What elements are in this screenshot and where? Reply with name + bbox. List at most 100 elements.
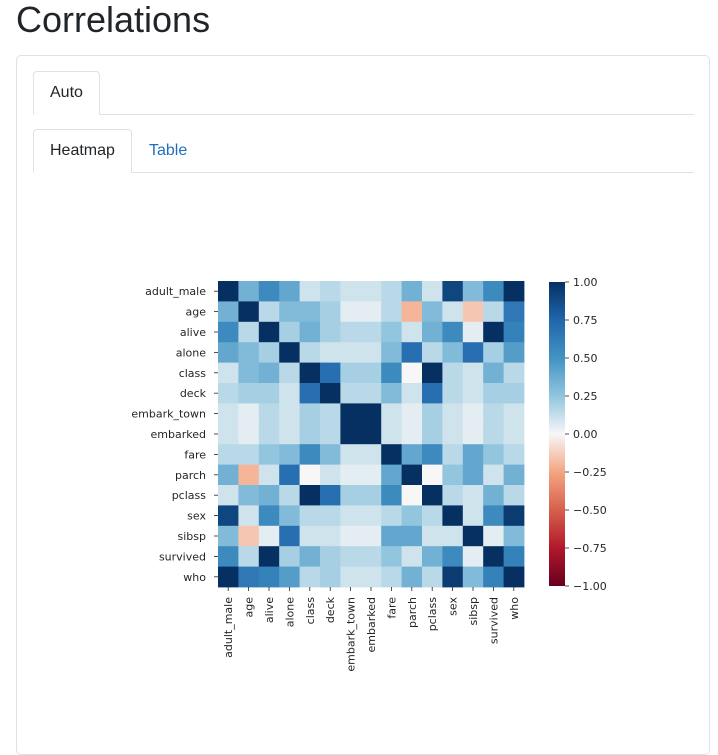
heatmap-cell-parch-fare xyxy=(381,464,402,486)
tab-heatmap[interactable]: Heatmap xyxy=(33,129,132,173)
outer-tab-bar: Auto xyxy=(33,71,694,115)
page-title: Correlations xyxy=(16,0,211,40)
heatmap-cell-class-adult_male xyxy=(218,362,239,384)
heatmap-cell-class-alone xyxy=(279,362,300,384)
heatmap-cell-alive-sibsp xyxy=(462,321,484,343)
heatmap-cell-embarked-deck xyxy=(320,423,341,445)
heatmap-cell-age-sibsp xyxy=(462,301,484,323)
heatmap-cell-adult_male-age xyxy=(238,281,260,302)
heatmap-cell-embark_town-adult_male xyxy=(218,403,239,425)
heatmap-cell-who-sibsp xyxy=(462,566,484,588)
heatmap-cell-who-pclass xyxy=(422,566,443,588)
heatmap-cell-embarked-fare xyxy=(381,423,402,445)
heatmap-cell-sex-adult_male xyxy=(218,505,239,527)
heatmap-cell-class-survived xyxy=(483,362,504,384)
row-label-pclass: pclass xyxy=(172,489,207,502)
heatmap-cell-alive-adult_male xyxy=(218,321,239,343)
heatmap-cell-alive-fare xyxy=(381,321,402,343)
heatmap-cell-age-fare xyxy=(381,301,402,323)
tab-auto[interactable]: Auto xyxy=(33,71,100,115)
heatmap-cell-pclass-age xyxy=(238,485,260,506)
heatmap-cell-adult_male-alive xyxy=(258,281,280,302)
heatmap-cell-fare-who xyxy=(503,444,525,465)
column-label-class: class xyxy=(304,597,317,625)
column-label-who: who xyxy=(508,597,521,620)
heatmap-cell-survived-class xyxy=(299,546,321,567)
heatmap-cell-survived-parch xyxy=(401,546,423,567)
heatmap-cell-who-embarked xyxy=(360,566,382,588)
tab-table[interactable]: Table xyxy=(149,142,188,159)
heatmap-cell-parch-survived xyxy=(483,464,504,486)
heatmap-cell-embark_town-embark_town xyxy=(340,403,362,425)
heatmap-cell-survived-alone xyxy=(279,546,300,567)
heatmap-cell-sibsp-alive xyxy=(258,525,280,547)
heatmap-cell-sibsp-sibsp xyxy=(462,525,484,547)
heatmap-cell-alive-class xyxy=(299,321,321,343)
heatmap-cell-parch-age xyxy=(238,464,260,486)
column-label-adult_male: adult_male xyxy=(222,597,235,658)
heatmap-cell-parch-alone xyxy=(279,464,300,486)
heatmap-cell-parch-embark_town xyxy=(340,464,362,486)
colorbar-tick-label: 0.25 xyxy=(573,390,598,403)
heatmap-cell-who-age xyxy=(238,566,260,588)
heatmap-cell-class-embarked xyxy=(360,362,382,384)
heatmap-cell-class-parch xyxy=(401,362,423,384)
heatmap-cell-deck-alone xyxy=(279,383,300,404)
heatmap-cell-embarked-pclass xyxy=(422,423,443,445)
heatmap-cell-embark_town-pclass xyxy=(422,403,443,425)
heatmap-cell-class-who xyxy=(503,362,525,384)
colorbar-tick-label: −0.75 xyxy=(573,542,607,555)
heatmap-cell-alone-survived xyxy=(483,342,504,363)
heatmap-cell-who-parch xyxy=(401,566,423,588)
heatmap-cell-embark_town-parch xyxy=(401,403,423,425)
heatmap-cell-age-sex xyxy=(442,301,464,323)
heatmap-cell-fare-embarked xyxy=(360,444,382,465)
heatmap-cell-embarked-age xyxy=(238,423,260,445)
heatmap-cell-embarked-class xyxy=(299,423,321,445)
heatmap-cell-alive-deck xyxy=(320,321,341,343)
heatmap-cell-age-survived xyxy=(483,301,504,323)
heatmap-cell-fare-sibsp xyxy=(462,444,484,465)
heatmap-cell-survived-adult_male xyxy=(218,546,239,567)
column-label-parch: parch xyxy=(406,597,419,628)
heatmap-cell-pclass-alive xyxy=(258,485,280,506)
heatmap-cell-embarked-adult_male xyxy=(218,423,239,445)
heatmap-cell-embarked-sibsp xyxy=(462,423,484,445)
heatmap-cell-adult_male-embarked xyxy=(360,281,382,302)
heatmap-cell-survived-deck xyxy=(320,546,341,567)
heatmap-cell-fare-deck xyxy=(320,444,341,465)
heatmap-cell-deck-alive xyxy=(258,383,280,404)
heatmap-cell-survived-sex xyxy=(442,546,464,567)
heatmap-cell-survived-sibsp xyxy=(462,546,484,567)
heatmap-cell-deck-parch xyxy=(401,383,423,404)
heatmap-cell-sibsp-survived xyxy=(483,525,504,547)
heatmap-cell-embark_town-survived xyxy=(483,403,504,425)
row-label-embark_town: embark_town xyxy=(131,408,206,421)
row-label-age: age xyxy=(186,306,207,319)
heatmap-cell-alone-age xyxy=(238,342,260,363)
heatmap-cell-parch-pclass xyxy=(422,464,443,486)
column-label-sibsp: sibsp xyxy=(467,597,480,626)
heatmap-cell-parch-parch xyxy=(401,464,423,486)
heatmap-cell-fare-embark_town xyxy=(340,444,362,465)
heatmap-cell-deck-embarked xyxy=(360,383,382,404)
heatmap-cell-embark_town-alive xyxy=(258,403,280,425)
heatmap-cell-deck-pclass xyxy=(422,383,443,404)
row-label-embarked: embarked xyxy=(151,428,206,441)
heatmap-cell-sibsp-parch xyxy=(401,525,423,547)
column-label-embarked: embarked xyxy=(365,597,378,652)
heatmap-cell-fare-parch xyxy=(401,444,423,465)
heatmap-cell-class-pclass xyxy=(422,362,443,384)
heatmap-cell-adult_male-parch xyxy=(401,281,423,302)
heatmap-cell-age-adult_male xyxy=(218,301,239,323)
heatmap-cell-pclass-sex xyxy=(442,485,464,506)
heatmap-cell-alive-age xyxy=(238,321,260,343)
heatmap-cell-class-sex xyxy=(442,362,464,384)
heatmap-cell-pclass-class xyxy=(299,485,321,506)
heatmap-cell-who-deck xyxy=(320,566,341,588)
heatmap-cell-who-fare xyxy=(381,566,402,588)
heatmap-cell-embark_town-age xyxy=(238,403,260,425)
heatmap-cell-deck-survived xyxy=(483,383,504,404)
colorbar-tick-label: 1.00 xyxy=(573,276,598,289)
